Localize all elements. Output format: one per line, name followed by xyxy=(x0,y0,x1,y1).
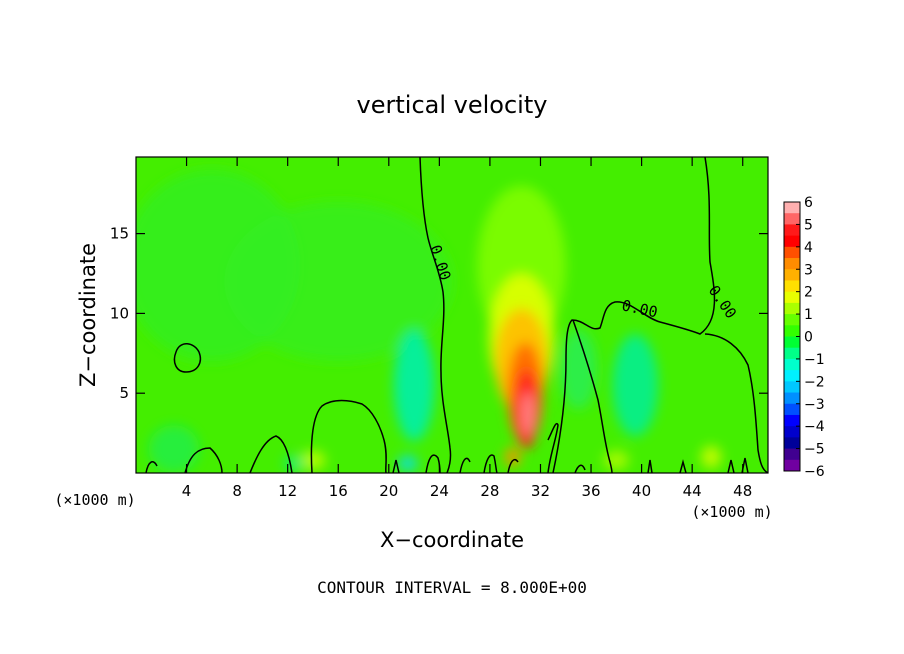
colorbar-swatch xyxy=(784,280,800,293)
contour-line xyxy=(552,157,716,473)
colorbar-swatch xyxy=(784,347,800,360)
velocity-cell xyxy=(148,425,200,473)
colorbar: 6 5 4 3 2 1 0 −1 −2 −3 −4 −5 −6 xyxy=(783,195,825,480)
velocity-cell xyxy=(397,455,418,472)
velocity-cell xyxy=(300,450,326,470)
contour-line xyxy=(184,447,223,473)
colorbar-swatch xyxy=(784,426,800,438)
x-axis: 4 8 12 16 20 24 28 32 36 40 44 48 xyxy=(182,157,752,500)
y-axis: 5 10 15 xyxy=(110,225,768,402)
velocity-cell xyxy=(522,391,534,437)
chart-title: vertical velocity xyxy=(357,91,548,119)
x-tick-label: 36 xyxy=(581,482,600,500)
x-tick-label: 4 xyxy=(182,482,192,500)
colorbar-swatch xyxy=(784,224,800,237)
colorbar-swatch xyxy=(784,392,800,405)
colorbar-swatch xyxy=(784,235,800,248)
colorbar-label: 0 xyxy=(804,330,813,346)
colorbar-label: 6 xyxy=(804,195,813,211)
velocity-cell xyxy=(505,447,521,467)
y-tick-label: 10 xyxy=(110,304,129,322)
colorbar-swatch xyxy=(784,381,800,394)
x-tick-label: 8 xyxy=(232,482,242,500)
plot-area: 0.00 0.00 0.00 4 8 12 16 20 24 28 32 36 40 44 48 51… xyxy=(110,156,769,500)
colorbar-swatch xyxy=(784,336,800,349)
velocity-cell xyxy=(701,445,722,469)
colorbar-label: 4 xyxy=(804,240,813,256)
colorbar-swatch xyxy=(784,302,800,315)
x-tick-label: 12 xyxy=(278,482,297,500)
contour-line xyxy=(572,319,613,473)
contour-line xyxy=(392,459,400,473)
colorbar-label: 1 xyxy=(804,307,813,323)
colorbar-label: −4 xyxy=(804,419,825,435)
contour-line xyxy=(310,399,387,473)
zero-contour-lines xyxy=(145,157,768,473)
velocity-field xyxy=(136,169,722,473)
x-tick-label: 28 xyxy=(480,482,499,500)
colorbar-swatch xyxy=(784,448,800,461)
colorbar-label: 2 xyxy=(804,285,813,301)
x-unit-right: (×1000 m) xyxy=(691,503,772,521)
x-tick-label: 32 xyxy=(531,482,550,500)
contour-line xyxy=(574,464,586,473)
contour-line xyxy=(459,457,471,473)
x-unit-left: (×1000 m) xyxy=(54,491,135,509)
y-tick-label: 15 xyxy=(110,225,129,243)
contour-line xyxy=(249,435,293,473)
colorbar-swatch xyxy=(784,213,800,225)
contour-interval-footer: CONTOUR INTERVAL = 8.000E+00 xyxy=(317,578,587,597)
x-tick-label: 24 xyxy=(430,482,449,500)
velocity-cell xyxy=(612,334,659,437)
contour-line xyxy=(704,333,768,473)
x-tick-label: 48 xyxy=(733,482,752,500)
contour-line xyxy=(679,459,687,473)
velocity-cell xyxy=(283,455,305,472)
y-tick-label: 5 xyxy=(119,384,129,402)
velocity-cell xyxy=(393,329,435,442)
contour-line xyxy=(419,157,452,473)
contour-line xyxy=(173,343,202,373)
y-axis-label: Z−coordinate xyxy=(76,243,100,387)
colorbar-swatch xyxy=(784,202,800,214)
x-axis-label: X−coordinate xyxy=(380,528,524,552)
colorbar-swatch xyxy=(784,370,800,382)
colorbar-label: −1 xyxy=(804,352,825,368)
colorbar-swatch xyxy=(784,325,800,337)
colorbar-swatch xyxy=(784,403,800,416)
x-tick-label: 16 xyxy=(329,482,348,500)
colorbar-swatch xyxy=(784,314,800,326)
colorbar-label: −5 xyxy=(804,442,825,458)
x-tick-label: 40 xyxy=(632,482,651,500)
colorbar-label: −2 xyxy=(804,374,825,390)
x-tick-label: 20 xyxy=(379,482,398,500)
velocity-cell xyxy=(224,201,452,362)
colorbar-swatch xyxy=(784,358,800,371)
colorbar-swatch xyxy=(784,459,800,472)
contour-line xyxy=(483,454,498,473)
contour-line xyxy=(145,461,158,473)
colorbar-label: −3 xyxy=(804,397,825,413)
colorbar-label: 3 xyxy=(804,262,813,278)
colorbar-swatch xyxy=(784,269,800,281)
contour-line xyxy=(547,423,559,473)
velocity-cell xyxy=(559,329,598,410)
colorbar-swatch xyxy=(784,414,800,427)
x-tick-label: 44 xyxy=(683,482,702,500)
colorbar-swatch xyxy=(784,291,800,304)
colorbar-swatch xyxy=(784,246,800,259)
colorbar-label: −6 xyxy=(804,464,825,480)
plot-frame xyxy=(135,156,769,474)
contour-line xyxy=(727,459,735,473)
colorbar-label: 5 xyxy=(804,217,813,233)
contour-line xyxy=(647,459,653,473)
colorbar-swatch xyxy=(784,437,800,450)
contour-line xyxy=(507,458,519,473)
colorbar-swatch xyxy=(784,258,800,270)
